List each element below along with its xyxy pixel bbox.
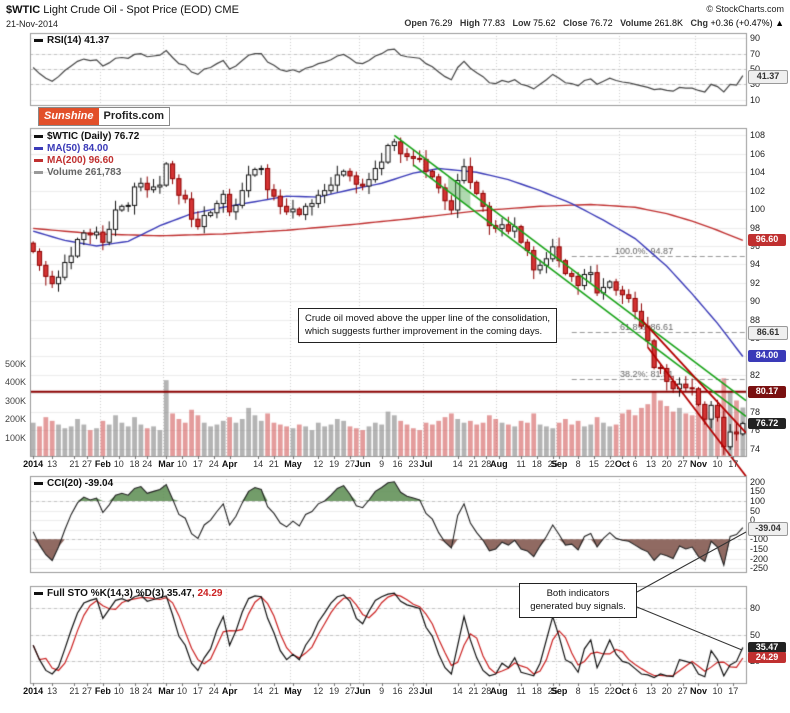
quote-low-label: Low <box>512 18 531 28</box>
sto-panel-label: Full STO %K(14,3) %D(3) 35.47, 24.29 <box>34 588 222 599</box>
legend-symbol-text: $WTIC (Daily) 76.72 <box>47 131 140 142</box>
legend-symbol-row: $WTIC (Daily) 76.72 <box>34 131 139 142</box>
rsi-label-text: RSI(14) 41.37 <box>47 35 110 46</box>
quote-open-label: Open <box>404 18 428 28</box>
consolidation-annotation-line2: which suggests further improvement in th… <box>305 326 543 338</box>
buy-annotation-line2: generated buy signals. <box>530 601 626 613</box>
main-legend: $WTIC (Daily) 76.72 MA(50) 84.00 MA(200)… <box>34 131 139 178</box>
quote-low-value: 75.62 <box>533 18 556 28</box>
logo-sunshine: Sunshine <box>39 108 99 126</box>
cci-legend-marker-icon <box>34 481 43 485</box>
cci-panel-label: CCI(20) -39.04 <box>34 478 113 489</box>
volume-legend-marker-icon <box>34 170 43 174</box>
logo-profits: Profits.com <box>98 108 170 126</box>
sto-label-text: Full STO %K(14,3) %D(3) <box>47 588 165 599</box>
legend-ma50-row: MA(50) 84.00 <box>34 143 139 154</box>
quote-high-label: High <box>459 18 480 28</box>
quote-close-label: Close <box>563 18 588 28</box>
rsi-panel-label: RSI(14) 41.37 <box>34 35 109 46</box>
legend-volume-row: Volume 261,783 <box>34 167 139 178</box>
quote-volume-value: 261.8K <box>654 18 684 28</box>
candles-legend-marker-icon <box>34 134 43 138</box>
ticker-symbol: $WTIC <box>6 4 41 16</box>
quote-close-value: 76.72 <box>590 18 613 28</box>
buy-signals-annotation: Both indicators generated buy signals. <box>519 583 637 618</box>
legend-ma200-row: MA(200) 96.60 <box>34 155 139 166</box>
consolidation-annotation: Crude oil moved above the upper line of … <box>298 308 558 343</box>
quote-volume-label: Volume <box>620 18 652 28</box>
buy-annotation-line1: Both indicators <box>546 588 610 599</box>
ma200-legend-marker-icon <box>34 158 43 162</box>
quote-chg-value: +0.36 (+0.47%) ▲ <box>710 18 784 28</box>
chart-header: $WTIC Light Crude Oil - Spot Price (EOD)… <box>6 4 239 16</box>
chart-date: 21-Nov-2014 <box>6 19 59 29</box>
legend-volume-text: Volume 261,783 <box>47 167 122 178</box>
copyright: © StockCharts.com <box>706 4 784 14</box>
sto-k-value: 35.47, <box>166 588 195 599</box>
quote-high-value: 77.83 <box>482 18 505 28</box>
ma50-legend-marker-icon <box>34 146 43 150</box>
consolidation-annotation-line1: Crude oil moved above the upper line of … <box>305 313 551 324</box>
quote-open-value: 76.29 <box>429 18 453 28</box>
legend-ma200-text: MA(200) 96.60 <box>47 155 114 166</box>
chart-title: Light Crude Oil - Spot Price (EOD) CME <box>40 4 239 16</box>
sunshine-profits-logo: Sunshine Profits.com <box>38 107 171 127</box>
legend-ma50-text: MA(50) 84.00 <box>47 143 109 154</box>
quote-summary: Open 76.29 High 77.83 Low 75.62 Close 76… <box>399 18 784 28</box>
quote-chg-label: Chg <box>690 18 709 28</box>
sto-d-value: 24.29 <box>197 588 223 599</box>
cci-label-text: CCI(20) -39.04 <box>47 478 114 489</box>
rsi-legend-marker-icon <box>34 38 43 42</box>
sto-legend-marker-icon <box>34 591 43 595</box>
